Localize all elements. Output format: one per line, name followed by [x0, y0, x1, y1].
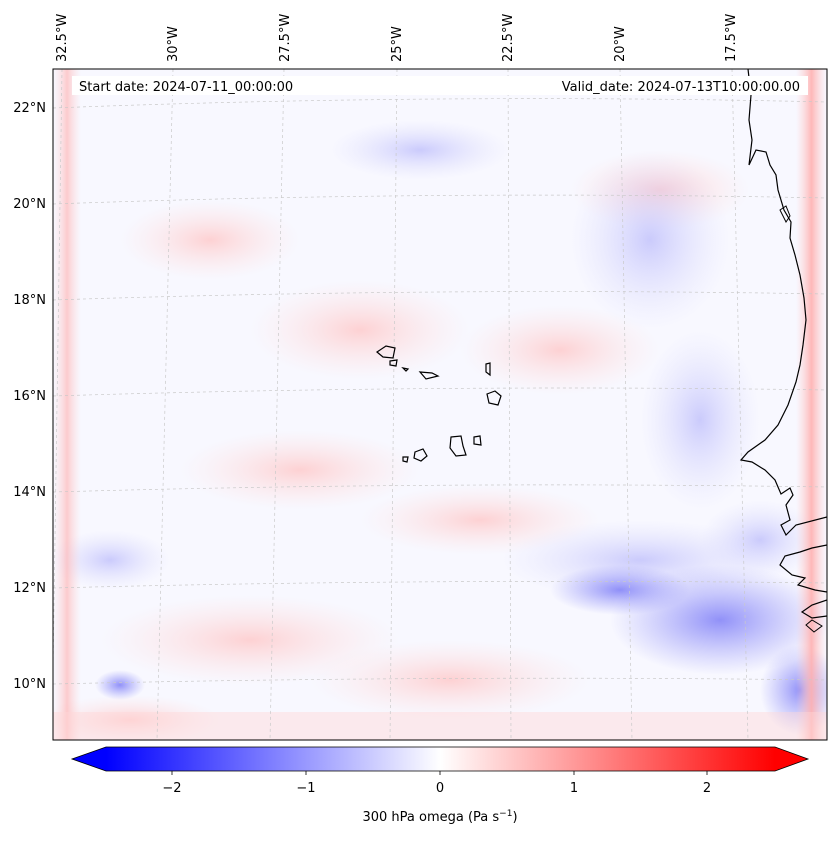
colorbar-tick: −2 [162, 781, 181, 796]
colorbar-tick: −1 [296, 781, 315, 796]
date-label-strip [72, 76, 808, 95]
lon-label: 20°W [613, 26, 628, 62]
valid-date-label: Valid_date: 2024-07-13T10:00:00.00 [562, 80, 800, 95]
graticule [53, 69, 827, 740]
lat-label: 16°N [13, 389, 46, 404]
latitude-labels: 22°N 20°N 18°N 16°N 14°N 12°N 10°N [13, 101, 46, 692]
colorbar: −2 −1 0 1 2 300 hPa omega (Pa s−1) [70, 746, 810, 825]
longitude-labels: 32.5°W 30°W 27.5°W 25°W 22.5°W 20°W 17.5… [55, 14, 739, 62]
omega-field [53, 69, 827, 740]
lat-label: 22°N [13, 101, 46, 116]
colorbar-tick: 1 [570, 781, 578, 796]
lat-label: 18°N [13, 293, 46, 308]
map-frame [52, 68, 828, 741]
coastline [739, 69, 827, 537]
lon-label: 32.5°W [55, 14, 70, 62]
lon-label: 27.5°W [278, 14, 293, 62]
lat-label: 20°N [13, 197, 46, 212]
lat-label: 12°N [13, 581, 46, 596]
start-date-label: Start date: 2024-07-11_00:00:00 [79, 80, 293, 95]
lon-label: 30°W [166, 26, 181, 62]
lon-label: 17.5°W [724, 14, 739, 62]
lat-label: 14°N [13, 485, 46, 500]
colorbar-label: 300 hPa omega (Pa s−1) [362, 809, 517, 825]
lon-label: 25°W [390, 26, 405, 62]
lat-label: 10°N [13, 677, 46, 692]
colorbar-tick: 0 [436, 781, 444, 796]
colorbar-tick: 2 [703, 781, 711, 796]
lon-label: 22.5°W [501, 14, 516, 62]
cape-verde-islands [375, 345, 502, 463]
